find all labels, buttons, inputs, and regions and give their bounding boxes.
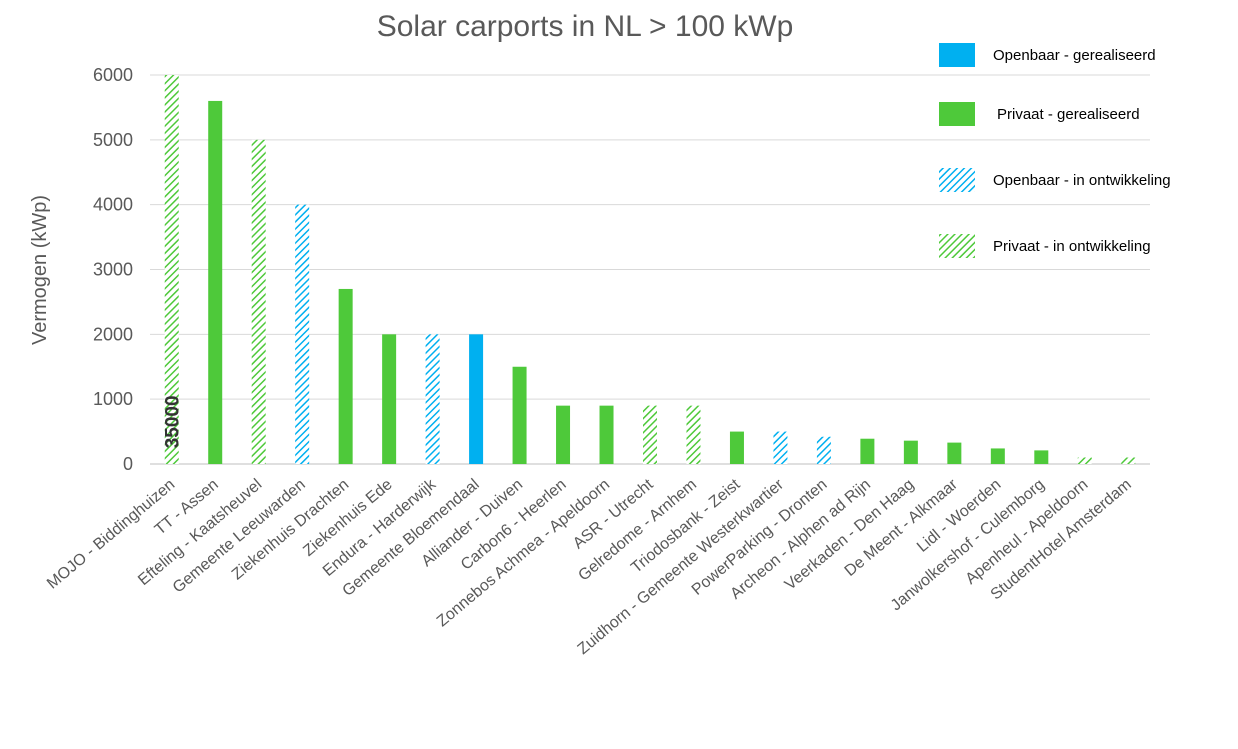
y-tick-label: 5000 [93, 130, 133, 150]
bar [947, 442, 962, 464]
bar [773, 431, 788, 464]
legend-label: Privaat - gerealiseerd [997, 106, 1140, 123]
legend-swatch [939, 168, 975, 192]
bar [295, 204, 310, 464]
legend-label: Openbaar - gerealiseerd [993, 47, 1156, 64]
bar [1077, 457, 1092, 464]
bar [164, 75, 179, 464]
legend-label: Privaat - in ontwikkeling [993, 238, 1151, 255]
bar [1034, 450, 1049, 464]
legend-swatch [939, 43, 975, 67]
bars [164, 75, 1136, 465]
bar [599, 405, 614, 464]
bar [643, 405, 657, 464]
bar [425, 334, 440, 464]
bar [686, 405, 701, 464]
y-axis-label: Vermogen (kWp) [29, 195, 51, 345]
legend: Openbaar - gerealiseerd Privaat - gereali… [939, 43, 1171, 258]
bar [512, 366, 527, 464]
bar [556, 405, 571, 464]
bar [729, 431, 744, 464]
bar [816, 436, 831, 464]
y-tick-label: 3000 [93, 260, 133, 280]
bar [469, 334, 484, 464]
legend-swatch [939, 234, 975, 258]
bar [382, 334, 397, 464]
y-tick-label: 2000 [93, 324, 133, 344]
bar [860, 438, 875, 464]
y-tick-label: 0 [123, 454, 133, 474]
bar [251, 139, 266, 465]
bar [903, 440, 918, 464]
legend-label: Openbaar - in ontwikkeling [993, 172, 1171, 189]
chart-title: Solar carports in NL > 100 kWp [377, 10, 794, 43]
legend-swatch [939, 102, 975, 126]
bar [990, 448, 1005, 464]
y-axis-ticks: 0 1000 2000 3000 4000 5000 6000 [93, 65, 133, 474]
bar [208, 100, 223, 464]
bar [338, 288, 353, 464]
bar-annotation: 35000 [163, 395, 184, 448]
y-tick-label: 6000 [93, 65, 133, 85]
y-tick-label: 4000 [93, 195, 133, 215]
y-tick-label: 1000 [93, 389, 133, 409]
bar [1121, 457, 1136, 464]
gridlines [150, 74, 1150, 465]
